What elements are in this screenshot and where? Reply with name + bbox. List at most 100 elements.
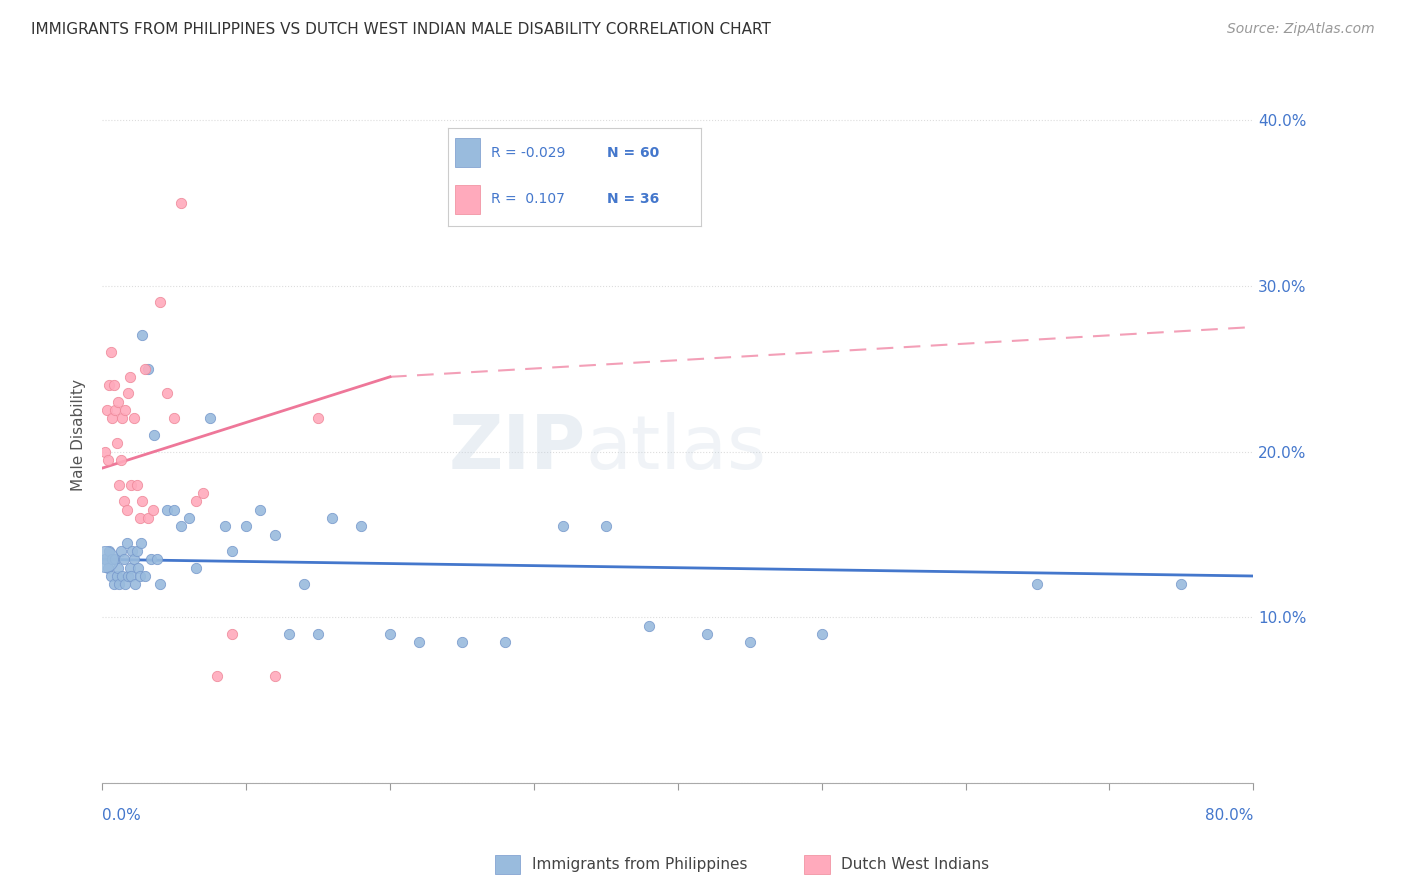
Point [96,403,118,417]
Point [156,386,179,401]
Point [163,502,186,516]
Point [115,536,138,550]
Point [121,544,143,558]
Point [307,411,329,425]
Point [98,544,121,558]
Point [104,403,127,417]
Point [127,560,149,574]
Text: Dutch West Indians: Dutch West Indians [841,857,988,871]
Point [122,411,145,425]
Point [350,519,373,533]
Text: Source: ZipAtlas.com: Source: ZipAtlas.com [1227,22,1375,37]
Point [107,394,129,409]
Point [170,519,193,533]
Point [105,569,128,583]
Point [125,477,148,491]
Point [97,560,120,574]
Point [292,577,315,591]
Point [595,519,617,533]
Point [191,486,214,500]
Point [136,511,159,525]
Point [104,552,127,566]
Point [101,411,124,425]
Point [198,411,221,425]
Point [146,552,169,566]
Point [321,511,343,525]
Point [100,569,122,583]
Point [94,552,117,566]
Point [117,569,139,583]
Point [117,386,139,401]
Point [134,569,156,583]
Y-axis label: Male Disability: Male Disability [72,379,86,491]
Point [378,627,401,641]
Text: IMMIGRANTS FROM PHILIPPINES VS DUTCH WEST INDIAN MALE DISABILITY CORRELATION CHA: IMMIGRANTS FROM PHILIPPINES VS DUTCH WES… [31,22,770,37]
Point [738,635,761,649]
Point [156,502,179,516]
Point [125,544,148,558]
Point [696,627,718,641]
Point [163,411,186,425]
Point [128,569,150,583]
Point [112,494,135,508]
Text: atlas: atlas [586,412,766,485]
Point [494,635,516,649]
Point [128,511,150,525]
Point [131,494,153,508]
Point [100,345,122,359]
Point [129,536,152,550]
Point [263,668,285,682]
Point [111,411,134,425]
Point [149,295,172,310]
Point [551,519,574,533]
Point [120,569,142,583]
Point [122,552,145,566]
Point [307,627,329,641]
Point [94,552,117,566]
Point [408,635,430,649]
Point [108,577,131,591]
Point [115,502,138,516]
Point [221,544,243,558]
Point [638,619,661,633]
Point [131,328,153,343]
Point [136,361,159,376]
Point [207,668,229,682]
Text: Immigrants from Philippines: Immigrants from Philippines [531,857,747,871]
Text: 0.0%: 0.0% [103,808,141,823]
Point [134,361,156,376]
Point [451,635,474,649]
Point [139,552,162,566]
Point [111,569,134,583]
Point [221,627,243,641]
Point [143,428,166,442]
Point [1026,577,1049,591]
Text: 80.0%: 80.0% [1205,808,1253,823]
Point [112,552,135,566]
Point [101,552,124,566]
Point [107,560,129,574]
Point [214,519,236,533]
Point [114,577,136,591]
Point [1170,577,1192,591]
Point [110,452,132,467]
Point [184,560,207,574]
Point [108,477,131,491]
Point [114,403,136,417]
Point [810,627,832,641]
Point [278,627,301,641]
Point [149,577,172,591]
Point [177,511,200,525]
Point [118,560,141,574]
Point [184,494,207,508]
Point [124,577,146,591]
Point [235,519,257,533]
Point [97,452,120,467]
Point [249,502,271,516]
Point [263,527,285,541]
Point [118,369,141,384]
Point [105,436,128,450]
Point [170,195,193,210]
Point [103,577,125,591]
Point [103,378,125,392]
